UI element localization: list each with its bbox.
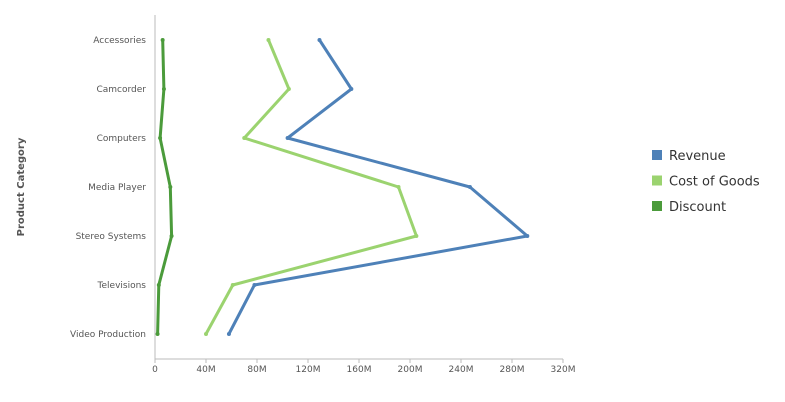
legend-item[interactable]: Cost of Goods bbox=[652, 175, 760, 190]
x-tick-labels: 0 40M 80M 120M 160M 200M 240M 280M 320M bbox=[152, 365, 575, 375]
y-tick-label: Camcorder bbox=[96, 85, 146, 95]
y-axis-title: Product Category bbox=[16, 137, 27, 236]
x-tick-label: 200M bbox=[398, 365, 423, 375]
x-tick-label: 120M bbox=[296, 365, 321, 375]
legend-swatch bbox=[652, 201, 662, 211]
data-point[interactable] bbox=[156, 283, 161, 287]
legend-item[interactable]: Revenue bbox=[652, 149, 726, 164]
series-line-1[interactable] bbox=[204, 38, 418, 336]
legend-item[interactable]: Discount bbox=[652, 200, 726, 215]
data-point[interactable] bbox=[168, 185, 173, 189]
data-point[interactable] bbox=[286, 87, 291, 91]
series-lines bbox=[155, 38, 530, 336]
x-tick-label: 240M bbox=[449, 365, 474, 375]
x-tick-label: 40M bbox=[196, 365, 215, 375]
data-point[interactable] bbox=[230, 283, 235, 287]
y-tick-label: Televisions bbox=[97, 281, 147, 291]
y-tick-label: Computers bbox=[97, 134, 147, 144]
data-point[interactable] bbox=[414, 234, 419, 238]
data-point[interactable] bbox=[266, 38, 271, 42]
y-tick-labels: Accessories Camcorder Computers Media Playe… bbox=[70, 36, 146, 340]
y-axis-title-group: Product Category bbox=[16, 137, 27, 236]
x-tick-label: 320M bbox=[551, 365, 576, 375]
data-point[interactable] bbox=[396, 185, 401, 189]
legend-label: Revenue bbox=[669, 149, 726, 164]
legend[interactable]: Revenue Cost of Goods Discount bbox=[652, 149, 760, 215]
y-tick-label: Media Player bbox=[88, 183, 146, 193]
data-point[interactable] bbox=[160, 38, 165, 42]
data-point[interactable] bbox=[467, 185, 472, 189]
x-tick-label: 280M bbox=[500, 365, 525, 375]
data-point[interactable] bbox=[161, 87, 166, 91]
x-tick-label: 0 bbox=[152, 365, 158, 375]
x-tick-label: 160M bbox=[347, 365, 372, 375]
y-tick-label: Accessories bbox=[93, 36, 146, 46]
series-line-0[interactable] bbox=[227, 38, 529, 336]
data-point[interactable] bbox=[169, 234, 174, 238]
legend-swatch bbox=[652, 150, 662, 160]
data-point[interactable] bbox=[349, 87, 354, 91]
data-point[interactable] bbox=[204, 332, 208, 336]
legend-swatch bbox=[652, 175, 662, 186]
data-point[interactable] bbox=[525, 234, 530, 238]
y-tick-label: Video Production bbox=[70, 330, 146, 340]
data-point[interactable] bbox=[226, 332, 231, 336]
data-point[interactable] bbox=[317, 38, 322, 42]
axes bbox=[154, 15, 564, 363]
legend-label: Discount bbox=[669, 200, 726, 215]
data-point[interactable] bbox=[252, 283, 257, 287]
y-tick-label: Stereo Systems bbox=[76, 232, 147, 242]
data-point[interactable] bbox=[155, 332, 160, 336]
data-point[interactable] bbox=[285, 136, 290, 140]
legend-label: Cost of Goods bbox=[669, 175, 760, 190]
data-point[interactable] bbox=[158, 136, 163, 140]
data-point[interactable] bbox=[242, 136, 247, 140]
x-tick-label: 80M bbox=[247, 365, 266, 375]
